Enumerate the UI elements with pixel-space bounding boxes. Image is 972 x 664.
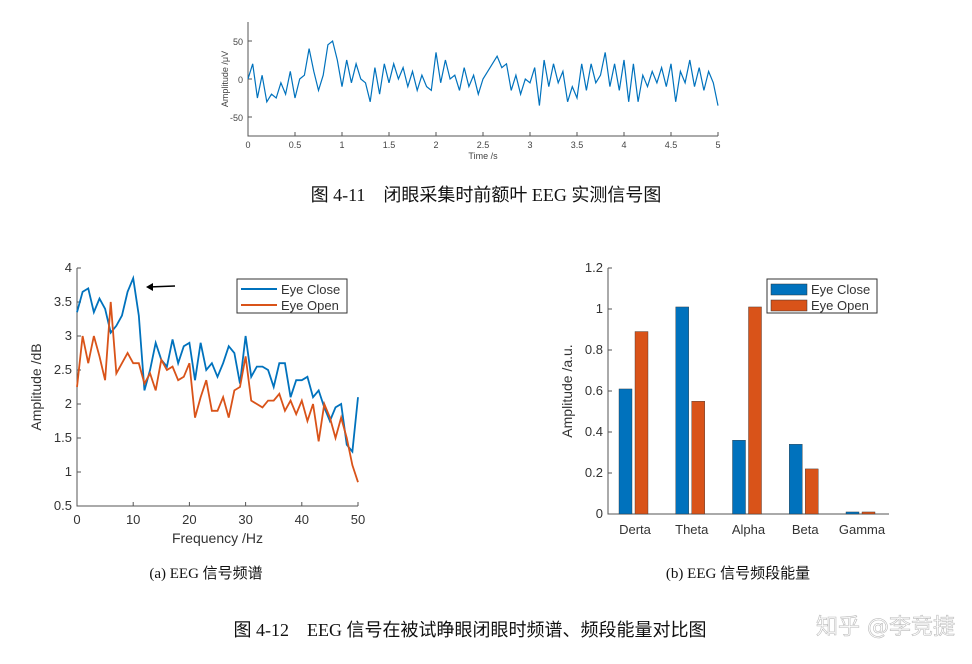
signal-series-line [247,39,719,106]
y-tick-label: 2 [65,396,72,411]
x-tick-label: 3.5 [571,140,584,150]
bar-derta-eye-close [618,388,633,515]
x-tick-label: 4 [621,140,626,150]
x-tick-label: 50 [351,512,365,527]
caption-fig-4-12: 图 4-12 EEG 信号在被试睁眼闭眼时频谱、频段能量对比图 [234,620,707,640]
y-tick-label: 2.5 [54,362,72,377]
y-axis-label: Amplitude /a.u. [559,344,575,437]
y-tick-label: 3 [65,328,72,343]
series-line-eye-close [76,274,359,454]
x-tick-label: Derta [619,522,652,537]
bar-derta-eye-open [634,331,649,515]
caption-fig-4-11: 图 4-11 闭眼采集时前额叶 EEG 实测信号图 [311,185,662,205]
bar-alpha-eye-close [732,440,746,515]
bar-theta-eye-close [675,306,689,515]
caption-sub-b: (b) EEG 信号频段能量 [666,565,810,582]
x-tick-label: 40 [295,512,309,527]
y-tick-label: 0.5 [54,498,72,513]
x-axis-label: Time /s [468,151,498,161]
y-axis-label: Amplitude /μV [220,51,230,107]
legend-box [236,278,348,314]
bar-beta-eye-open [805,468,819,515]
y-tick-label: 0.6 [585,383,603,398]
x-tick-label: 4.5 [665,140,678,150]
x-tick-label: 0.5 [289,140,302,150]
y-tick-label: 1 [596,301,603,316]
x-tick-label: Theta [675,522,709,537]
bar-theta-eye-open [691,401,705,515]
bar-beta-eye-close [789,444,803,515]
x-tick-label: 3 [527,140,532,150]
series-line-eye-open [76,301,359,483]
y-axis-label: Amplitude /dB [28,343,44,430]
legend-label: Eye Close [281,282,340,297]
y-tick-label: 1.5 [54,430,72,445]
y-tick-label: 3.5 [54,294,72,309]
x-tick-label: 20 [182,512,196,527]
y-tick-label: 0.8 [585,342,603,357]
x-tick-label: Gamma [839,522,886,537]
y-tick-label: 1 [65,464,72,479]
bar-gamma-eye-close [845,511,860,515]
x-tick-label: 10 [126,512,140,527]
x-tick-label: Beta [792,522,820,537]
y-tick-label: 0 [596,506,603,521]
caption-sub-a: (a) EEG 信号频谱 [149,565,262,582]
x-tick-label: 2 [433,140,438,150]
legend-swatch [770,283,808,296]
x-tick-label: 5 [715,140,720,150]
legend-label: Eye Open [811,298,869,313]
y-tick-label: 1.2 [585,260,603,275]
y-tick-label: 0 [238,75,243,85]
legend-label: Eye Open [281,298,339,313]
x-axis-label: Frequency /Hz [172,530,263,546]
band-energy-bar-chart: 0 0.2 0.4 0.6 0.8 1 1.2 Amplitude /a.u. Derta The… [559,260,889,537]
bar-gamma-eye-open [861,511,876,515]
x-tick-label: 2.5 [477,140,490,150]
y-tick-label: 0.2 [585,465,603,480]
y-tick-label: -50 [230,113,243,123]
legend-swatch [770,299,808,312]
x-tick-label: 1 [339,140,344,150]
x-tick-label: 30 [238,512,252,527]
x-tick-label: 0 [73,512,80,527]
bar-alpha-eye-open [748,306,762,515]
eeg-time-signal-chart: -50 0 50 0 0.5 1 1.5 2 2.5 3 3.5 4 4.5 5 Time /s Amplit… [220,22,721,161]
x-tick-label: 1.5 [383,140,396,150]
y-tick-label: 50 [233,37,243,47]
y-tick-label: 0.4 [585,424,603,439]
legend-label: Eye Close [811,282,870,297]
x-tick-label: Alpha [732,522,766,537]
x-tick-label: 0 [245,140,250,150]
watermark-logo: 知乎 @李竞捷 [816,615,955,640]
y-tick-label: 4 [65,260,72,275]
annotation-arrow-head [146,283,153,291]
